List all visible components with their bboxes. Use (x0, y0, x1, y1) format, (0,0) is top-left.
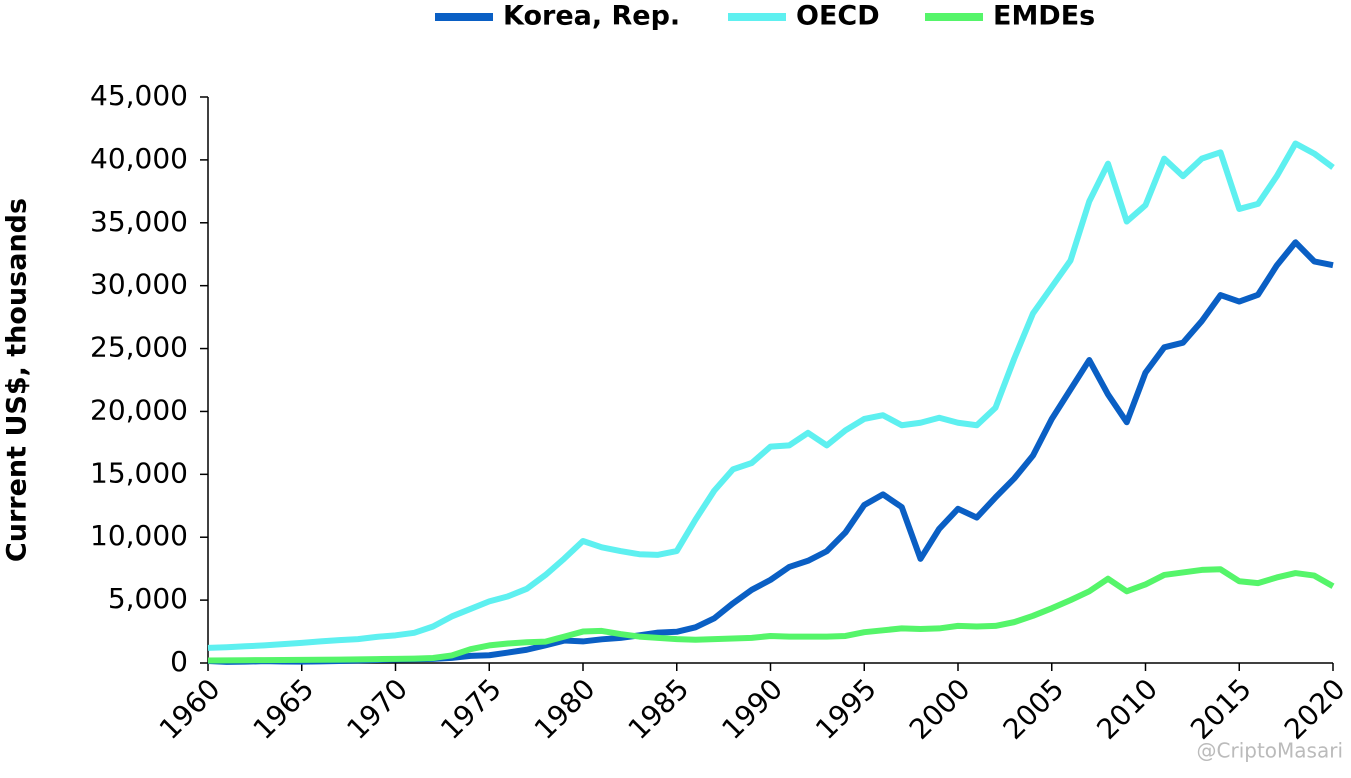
x-tick-label: 1990 (715, 672, 789, 746)
x-tick-label: 1985 (622, 672, 696, 746)
x-tick-label: 1975 (434, 672, 508, 746)
y-tick-label: 20,000 (90, 393, 188, 426)
x-tick-label: 1980 (528, 672, 602, 746)
x-tick-label: 1965 (247, 672, 321, 746)
y-tick-label: 45,000 (90, 79, 188, 112)
series-line (207, 140, 1335, 651)
x-tick-label: 1960 (153, 672, 227, 746)
y-tick-label: 25,000 (90, 331, 188, 364)
y-axis-label: Current US$, thousands (2, 198, 33, 562)
series-line (207, 239, 1334, 665)
series-line (207, 566, 1335, 664)
legend-label: OECD (796, 1, 880, 32)
legend-label: Korea, Rep. (503, 1, 680, 32)
x-tick-label: 2010 (1090, 672, 1164, 746)
y-tick-label: 5,000 (108, 582, 188, 615)
x-tick-label: 1995 (809, 672, 883, 746)
x-tick-label: 2015 (1184, 672, 1258, 746)
y-tick-label: 40,000 (90, 142, 188, 175)
y-tick-label: 0 (170, 645, 188, 678)
x-tick-label: 2000 (903, 672, 977, 746)
y-tick-label: 30,000 (90, 268, 188, 301)
legend-label: EMDEs (993, 1, 1095, 32)
watermark: @CriptoMasari (1197, 739, 1343, 763)
y-tick-label: 35,000 (90, 205, 188, 238)
x-tick-label: 2020 (1278, 672, 1351, 746)
y-tick-label: 15,000 (90, 456, 188, 489)
x-tick-label: 2005 (997, 672, 1071, 746)
x-tick-label: 1970 (340, 672, 414, 746)
y-tick-label: 10,000 (90, 519, 188, 552)
